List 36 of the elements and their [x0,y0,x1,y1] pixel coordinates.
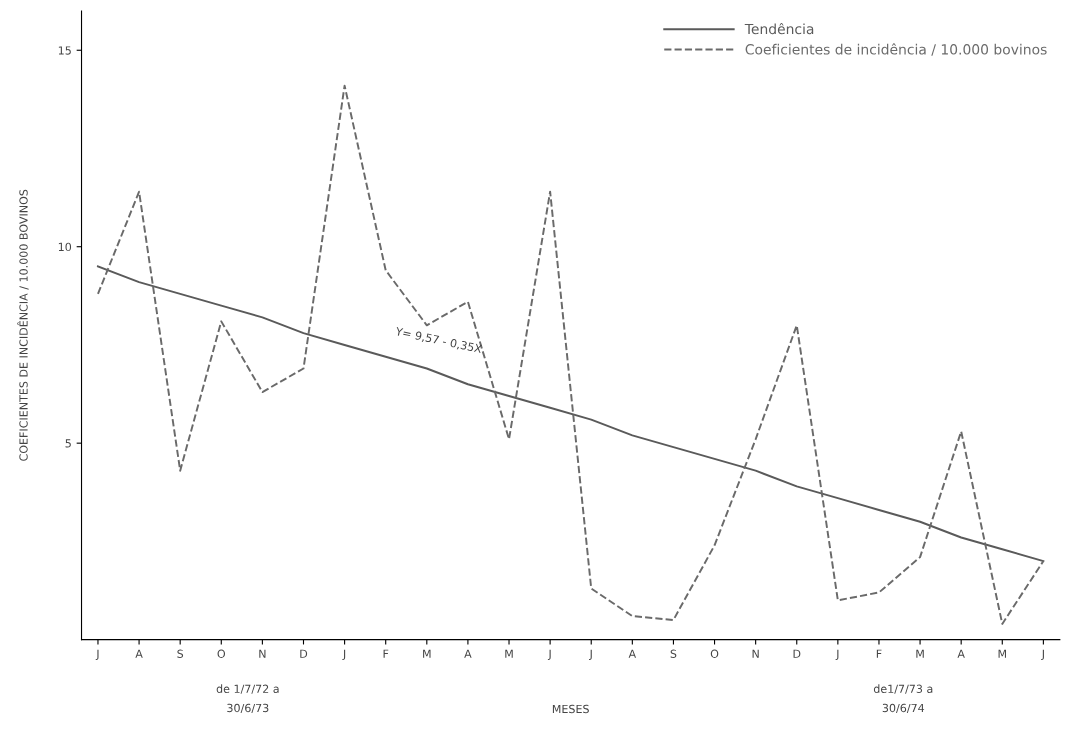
x-tick-label: A [628,649,637,658]
x-tick-label: D [300,649,308,658]
x-tick-label: N [752,649,759,658]
x-tick-label: J [95,649,99,661]
annotation: Y= 9,57 - 0,35X [394,326,483,355]
x-tick-label: S [177,649,184,658]
line-series [97,265,1045,563]
y-tick-label: 10 [58,242,72,252]
line-series [97,84,1045,625]
x-tick-label: J [342,649,346,661]
x-tick-label: J [589,649,592,661]
y-tick-label: 15 [58,46,71,55]
text: Tendência [744,22,814,35]
x-tick-label: O [217,649,226,658]
x-tick-label: M [916,649,924,658]
x-tick-label: S [670,649,677,658]
x-axis-title: MESES [552,704,589,714]
x-tick-label: M [423,649,431,658]
text: de1/7/73 a 30/6/74 [873,684,933,714]
x-tick-label: F [876,649,882,658]
x-tick-label: O [710,649,719,658]
x-tick-label: D [793,649,801,658]
x-tick-label: A [957,649,965,658]
x-tick-label: J [835,649,839,661]
x-tick-label: M [998,649,1006,658]
y-tick-label: 5 [65,439,71,448]
text: de 1/7/72 a 30/6/73 [216,684,279,714]
x-tick-label: M [505,649,513,658]
y-axis-title: COEFICIENTES DE INCIDÊNCIA / 10.000 BOVINOS [17,189,29,461]
x-tick-label: A [464,649,472,658]
x-tick-label: F [383,649,389,658]
x-tick-label: J [547,649,551,661]
x-tick-label: A [135,649,143,658]
x-tick-label: N [259,649,266,658]
x-tick-label: J [1041,649,1044,661]
text: Coeficientes de incidência / 10.000 bovinos [745,43,1047,56]
